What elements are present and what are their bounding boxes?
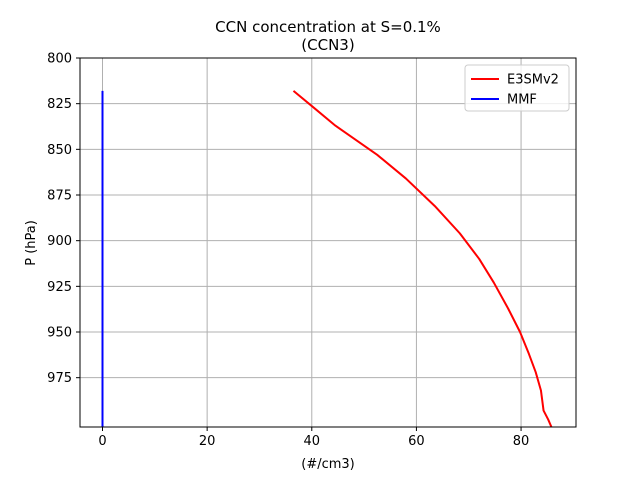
series-layer [101,90,553,428]
y-tick-label: 975 [47,371,72,386]
x-axis-label: (#/cm3) [301,457,355,472]
y-tick-label: 800 [47,52,72,67]
x-tick-label: 80 [513,434,530,449]
legend: E3SMv2 MMF [464,64,570,112]
y-axis-label: P (hPa) [24,220,39,266]
y-tick-label: 850 [47,143,72,158]
x-tick-label: 40 [304,434,321,449]
y-ticks: 800 825 850 875 900 925 950 975 [47,52,80,386]
legend-label-mmf: MMF [507,93,537,108]
chart-title: CCN concentration at S=0.1% [215,18,441,36]
y-tick-label: 900 [47,234,72,249]
x-tick-label: 0 [98,434,106,449]
x-tick-label: 20 [199,434,216,449]
grid [80,57,576,427]
legend-label-e3smv2: E3SMv2 [507,73,559,88]
series-line-e3smv2 [292,90,553,428]
y-tick-label: 925 [47,280,72,295]
axes-frame [79,57,577,428]
x-tick-label: 60 [408,434,425,449]
x-ticks: 0 20 40 60 80 [98,427,529,449]
y-tick-label: 950 [47,326,72,341]
chart-subtitle: (CCN3) [301,36,354,54]
y-tick-label: 825 [47,97,72,112]
y-tick-label: 875 [47,189,72,204]
